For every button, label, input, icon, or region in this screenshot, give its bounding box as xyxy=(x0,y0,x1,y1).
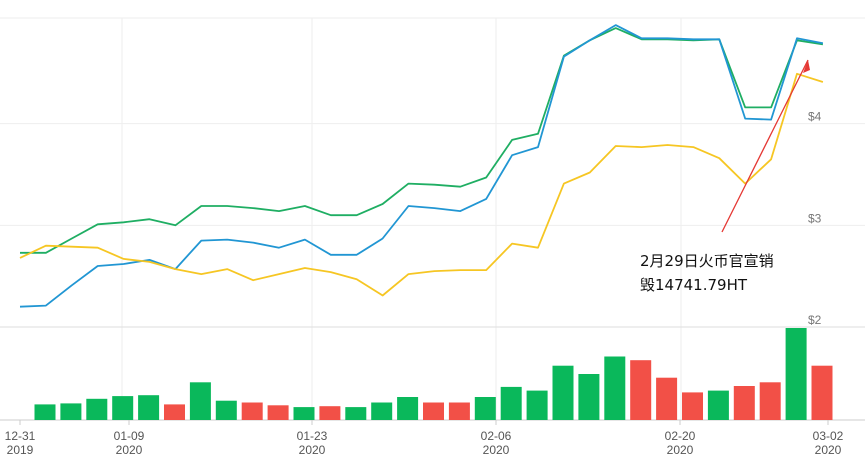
x-tick-year-2: 2020 xyxy=(299,443,326,457)
volume-bar-7 xyxy=(215,400,237,420)
x-tick-label-2: 01-23 xyxy=(297,429,328,443)
volume-bar-9 xyxy=(267,405,289,420)
y-axis: $2 $3 $4 xyxy=(808,110,822,327)
price-line-1 xyxy=(19,24,824,308)
volume-bar-26 xyxy=(707,390,729,420)
volume-bar-19 xyxy=(526,390,548,420)
volume-bar-25 xyxy=(682,392,703,420)
x-tick-year-4: 2020 xyxy=(667,443,694,457)
x-tick-label-0: 12-31 xyxy=(5,429,36,443)
annotation-line-1: 2月29日火币官宣销 xyxy=(640,252,774,270)
annotation-arrow xyxy=(721,59,809,233)
volume-bar-16 xyxy=(448,402,470,420)
price-line-2 xyxy=(19,72,824,297)
x-tick-year-1: 2020 xyxy=(116,443,143,457)
y-tick-label-1: $3 xyxy=(808,211,822,225)
volume-bar-5 xyxy=(164,404,185,420)
annotation-arrowhead xyxy=(803,60,810,73)
volume-bars xyxy=(34,328,833,420)
volume-bar-10 xyxy=(293,407,315,420)
volume-bar-17 xyxy=(474,397,496,420)
x-axis: 12-31201901-09202001-23202002-06202002-2… xyxy=(5,420,844,457)
x-tick-label-4: 02-20 xyxy=(665,429,696,443)
volume-bar-24 xyxy=(656,377,678,420)
y-tick-label-0: $2 xyxy=(808,313,822,327)
volume-bar-22 xyxy=(604,356,626,420)
volume-bar-30 xyxy=(811,365,833,420)
x-tick-label-1: 01-09 xyxy=(114,429,145,443)
volume-bar-12 xyxy=(345,407,367,420)
x-tick-year-3: 2020 xyxy=(483,443,510,457)
annotation-group: 2月29日火币官宣销 毁14741.79HT xyxy=(640,59,810,294)
volume-bar-15 xyxy=(423,402,444,420)
volume-bar-4 xyxy=(138,395,160,420)
x-tick-year-0: 2019 xyxy=(7,443,34,457)
volume-bar-8 xyxy=(241,402,263,420)
volume-bar-20 xyxy=(552,365,574,420)
price-lines xyxy=(19,24,824,308)
annotation-line-2: 毁14741.79HT xyxy=(640,276,748,294)
x-tick-year-5: 2020 xyxy=(815,443,842,457)
volume-bar-18 xyxy=(500,386,522,420)
grid-lines xyxy=(0,17,865,421)
volume-bar-1 xyxy=(60,403,82,420)
x-tick-label-5: 03-02 xyxy=(813,429,844,443)
volume-bar-27 xyxy=(733,386,755,420)
volume-bar-11 xyxy=(319,406,341,420)
volume-bar-28 xyxy=(759,382,781,420)
x-tick-label-3: 02-06 xyxy=(481,429,512,443)
volume-bar-29 xyxy=(785,328,807,420)
volume-bar-14 xyxy=(397,397,419,420)
volume-bar-6 xyxy=(189,382,211,420)
volume-bar-2 xyxy=(86,398,108,420)
y-tick-label-2: $4 xyxy=(808,110,822,124)
volume-bar-0 xyxy=(34,404,56,420)
volume-bar-13 xyxy=(371,402,393,420)
volume-bar-21 xyxy=(578,374,600,420)
price-line-0 xyxy=(20,27,824,254)
volume-bar-23 xyxy=(630,360,652,420)
volume-bar-3 xyxy=(112,396,134,420)
